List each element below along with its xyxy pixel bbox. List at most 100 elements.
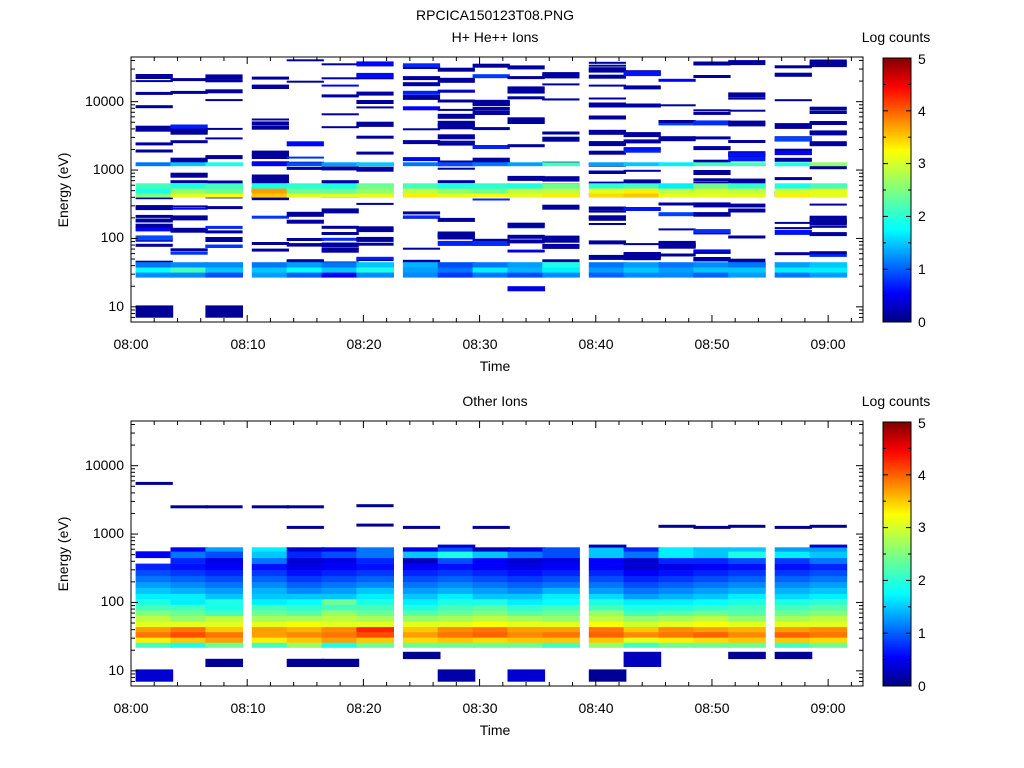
heatmap-cell: [205, 225, 243, 229]
heatmap-cell: [251, 604, 290, 611]
heatmap-cell: [588, 183, 627, 189]
heatmap-cell: [542, 593, 580, 600]
heatmap-cell: [693, 626, 731, 633]
heatmap-cell: [774, 65, 812, 69]
y-tick-label: 10000: [85, 457, 124, 473]
heatmap-cell: [356, 162, 394, 167]
heatmap-cell: [170, 157, 208, 161]
heatmap-cell: [623, 557, 662, 564]
heatmap-cell: [356, 202, 394, 205]
heatmap-cell: [402, 82, 441, 87]
heatmap-cell: [437, 124, 475, 130]
heatmap-cell: [135, 129, 173, 132]
heatmap-cell: [809, 62, 847, 68]
heatmap-cell: [728, 563, 766, 571]
heatmap-cell: [205, 99, 243, 102]
heatmap-cell: [693, 257, 731, 261]
heatmap-cell: [205, 604, 243, 611]
heatmap-cell: [356, 642, 394, 648]
heatmap-cell: [286, 80, 324, 83]
heatmap-cell: [321, 632, 360, 638]
heatmap-cell: [728, 262, 766, 268]
heatmap-cell: [472, 111, 510, 115]
heatmap-cell: [286, 575, 325, 583]
heatmap-cell: [809, 220, 847, 226]
heatmap-cell: [542, 632, 580, 638]
heatmap-cell: [774, 593, 813, 600]
heatmap-cell: [402, 632, 441, 638]
heatmap-cell: [356, 593, 394, 600]
heatmap-cell: [542, 72, 580, 77]
heatmap-cell: [286, 642, 325, 648]
heatmap-cell: [321, 126, 359, 129]
panel-title: H+ He++ Ions: [452, 29, 539, 45]
heatmap-cell: [321, 242, 359, 248]
heatmap-cell: [286, 551, 325, 559]
heatmap-cell: [507, 593, 546, 600]
heatmap-cell: [809, 183, 848, 189]
heatmap-cell: [588, 141, 626, 147]
heatmap-cell: [437, 108, 475, 111]
heatmap-cell: [170, 637, 209, 643]
heatmap-cell: [623, 183, 662, 189]
heatmap-cell: [542, 262, 580, 268]
heatmap-cell: [728, 183, 766, 189]
heatmap-cell: [809, 615, 848, 622]
heatmap-cell: [251, 575, 290, 583]
heatmap-cell: [321, 621, 360, 628]
heatmap-cell: [135, 599, 174, 605]
heatmap-cell: [402, 637, 441, 643]
heatmap-cell: [437, 626, 476, 633]
heatmap-cell: [251, 581, 290, 588]
heatmap-cell: [507, 262, 546, 268]
heatmap-cell: [728, 575, 766, 583]
heatmap-cell: [507, 286, 546, 292]
heatmap-cell: [251, 197, 289, 201]
heatmap-cell: [321, 232, 359, 235]
heatmap-cell: [542, 178, 580, 182]
heatmap-cell: [623, 575, 662, 583]
heatmap-cell: [286, 610, 325, 616]
heatmap-cell: [623, 256, 661, 261]
heatmap-cell: [437, 262, 476, 268]
heatmap-cell: [542, 563, 580, 571]
heatmap-cell: [402, 215, 441, 219]
heatmap-cell: [658, 632, 697, 638]
heatmap-cell: [507, 626, 546, 633]
heatmap-cell: [356, 100, 394, 104]
heatmap-cell: [809, 225, 847, 228]
heatmap-cell: [809, 232, 847, 237]
heatmap-cell: [437, 563, 476, 571]
heatmap-cell: [693, 181, 731, 185]
heatmap-cell: [135, 305, 174, 318]
heatmap-cell: [774, 610, 813, 616]
y-tick-label: 10000: [85, 93, 124, 109]
x-tick-label: 08:40: [578, 336, 613, 352]
heatmap-cell: [437, 637, 476, 643]
heatmap-cell: [402, 547, 441, 552]
heatmap-cell: [472, 615, 511, 622]
heatmap-cell: [542, 193, 580, 198]
heatmap-cell: [135, 205, 173, 211]
heatmap-cell: [693, 262, 731, 268]
heatmap-cell: [658, 587, 697, 594]
heatmap-cell: [402, 642, 441, 648]
heatmap-cell: [542, 621, 580, 628]
heatmap-cell: [321, 188, 360, 194]
heatmap-cell: [286, 599, 325, 605]
heatmap-cell: [170, 626, 209, 633]
heatmap-cell: [356, 637, 394, 643]
heatmap-cell: [623, 610, 662, 616]
heatmap-cell: [774, 227, 812, 230]
heatmap-cell: [774, 637, 813, 643]
heatmap-cell: [658, 228, 696, 231]
heatmap-cell: [728, 208, 766, 213]
figure-title: RPCICA150123T08.PNG: [416, 7, 574, 23]
heatmap-cell: [135, 593, 174, 600]
heatmap-cell: [356, 563, 394, 571]
heatmap-cell: [507, 183, 546, 189]
heatmap-cell: [321, 581, 360, 588]
heatmap-cell: [507, 117, 545, 121]
heatmap-cell: [588, 188, 627, 194]
heatmap-cell: [774, 272, 813, 278]
